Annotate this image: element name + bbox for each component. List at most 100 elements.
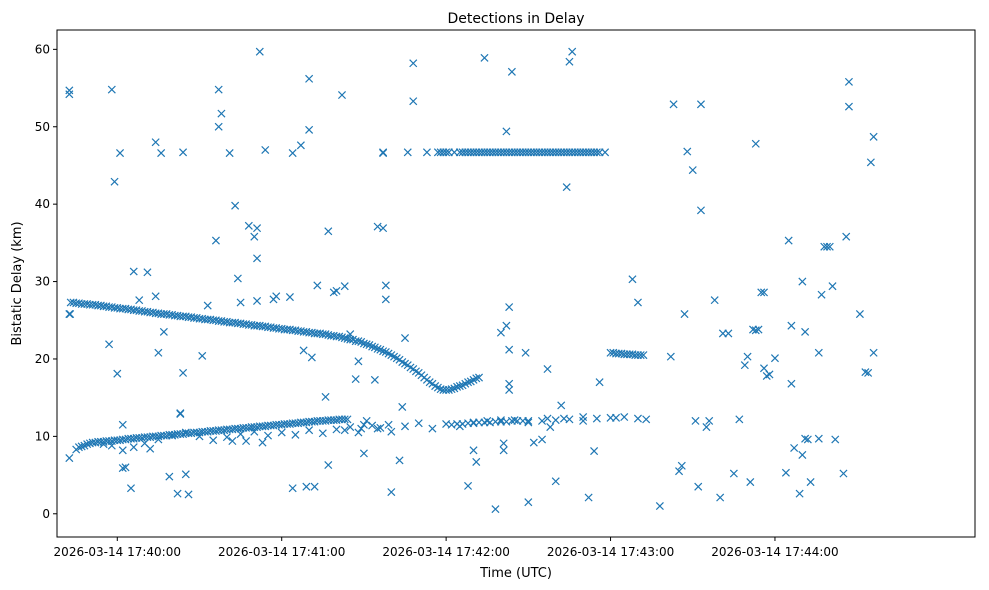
data-point	[759, 288, 769, 297]
data-point	[491, 505, 500, 514]
data-point	[464, 378, 473, 387]
data-point	[507, 67, 516, 76]
data-point	[203, 301, 212, 310]
data-point	[195, 432, 204, 441]
data-point	[65, 454, 74, 463]
data-point	[543, 365, 552, 374]
data-point	[861, 368, 870, 377]
data-point	[798, 277, 807, 286]
data-point	[428, 424, 437, 433]
data-point	[801, 434, 810, 443]
x-tick-label: 2026-03-14 17:42:00	[382, 545, 509, 559]
data-point	[277, 428, 286, 437]
data-point	[584, 493, 593, 502]
data-point	[565, 57, 574, 66]
data-point	[639, 351, 648, 360]
data-point	[165, 472, 174, 481]
data-point	[354, 357, 363, 366]
data-point	[691, 416, 700, 425]
data-point	[474, 373, 484, 382]
data-point	[464, 481, 473, 490]
data-point	[839, 469, 848, 478]
data-point	[543, 414, 552, 423]
data-point	[828, 282, 837, 291]
data-point	[801, 327, 810, 336]
data-point	[675, 467, 684, 476]
data-point	[244, 221, 253, 230]
data-point	[222, 433, 231, 442]
data-point	[379, 224, 388, 233]
data-point	[636, 351, 645, 360]
data-point	[179, 368, 188, 377]
data-point	[381, 295, 390, 304]
data-point	[373, 344, 382, 353]
data-point	[842, 232, 851, 241]
data-point	[354, 337, 363, 346]
data-point	[340, 426, 349, 435]
data-point	[453, 382, 462, 391]
data-point	[499, 439, 508, 448]
data-point	[307, 353, 316, 362]
data-point	[357, 424, 366, 433]
data-point	[288, 149, 297, 158]
data-point	[184, 490, 193, 499]
data-point	[746, 478, 755, 487]
data-point	[359, 339, 368, 348]
data-point	[255, 47, 264, 56]
data-point	[803, 435, 812, 444]
data-point	[263, 431, 273, 440]
data-point	[387, 488, 396, 497]
data-point	[332, 425, 341, 434]
data-point	[601, 148, 610, 157]
data-point	[798, 450, 807, 459]
data-point	[324, 460, 333, 470]
data-point	[384, 420, 393, 429]
data-point	[65, 86, 74, 95]
x-tick-label: 2026-03-14 17:41:00	[218, 545, 345, 559]
data-markers	[65, 47, 878, 514]
data-point	[538, 435, 547, 444]
data-point	[181, 470, 190, 479]
data-point	[236, 298, 245, 307]
data-point	[705, 416, 714, 425]
data-point	[340, 415, 349, 424]
data-point	[305, 125, 314, 134]
data-point	[754, 325, 763, 334]
data-point	[340, 282, 349, 291]
data-point	[65, 90, 74, 99]
y-axis-label: Bistatic Delay (km)	[10, 221, 25, 345]
data-point	[666, 352, 675, 361]
data-point	[831, 435, 840, 444]
data-point	[214, 122, 223, 131]
data-point	[143, 268, 152, 277]
data-point	[321, 330, 330, 339]
data-point	[129, 267, 138, 276]
data-point	[198, 351, 207, 360]
data-point	[121, 463, 130, 472]
data-point	[546, 423, 555, 432]
data-point	[499, 446, 508, 455]
data-point	[521, 348, 530, 357]
data-point	[299, 346, 308, 355]
data-point	[176, 409, 185, 418]
data-point	[337, 333, 347, 342]
data-point	[844, 77, 853, 86]
data-point	[611, 413, 621, 422]
data-point	[146, 444, 155, 453]
data-point	[502, 321, 511, 330]
data-point	[340, 334, 349, 343]
data-point	[557, 401, 566, 410]
data-point	[261, 145, 270, 155]
data-point	[655, 502, 664, 511]
data-point	[107, 85, 116, 94]
data-point	[781, 468, 790, 477]
data-point	[444, 385, 453, 394]
y-tick-label: 30	[35, 275, 50, 289]
data-point	[395, 456, 404, 465]
plot-frame	[56, 29, 976, 538]
data-point	[173, 489, 182, 498]
data-point	[126, 484, 136, 493]
data-point	[135, 296, 144, 305]
data-point	[296, 141, 305, 150]
